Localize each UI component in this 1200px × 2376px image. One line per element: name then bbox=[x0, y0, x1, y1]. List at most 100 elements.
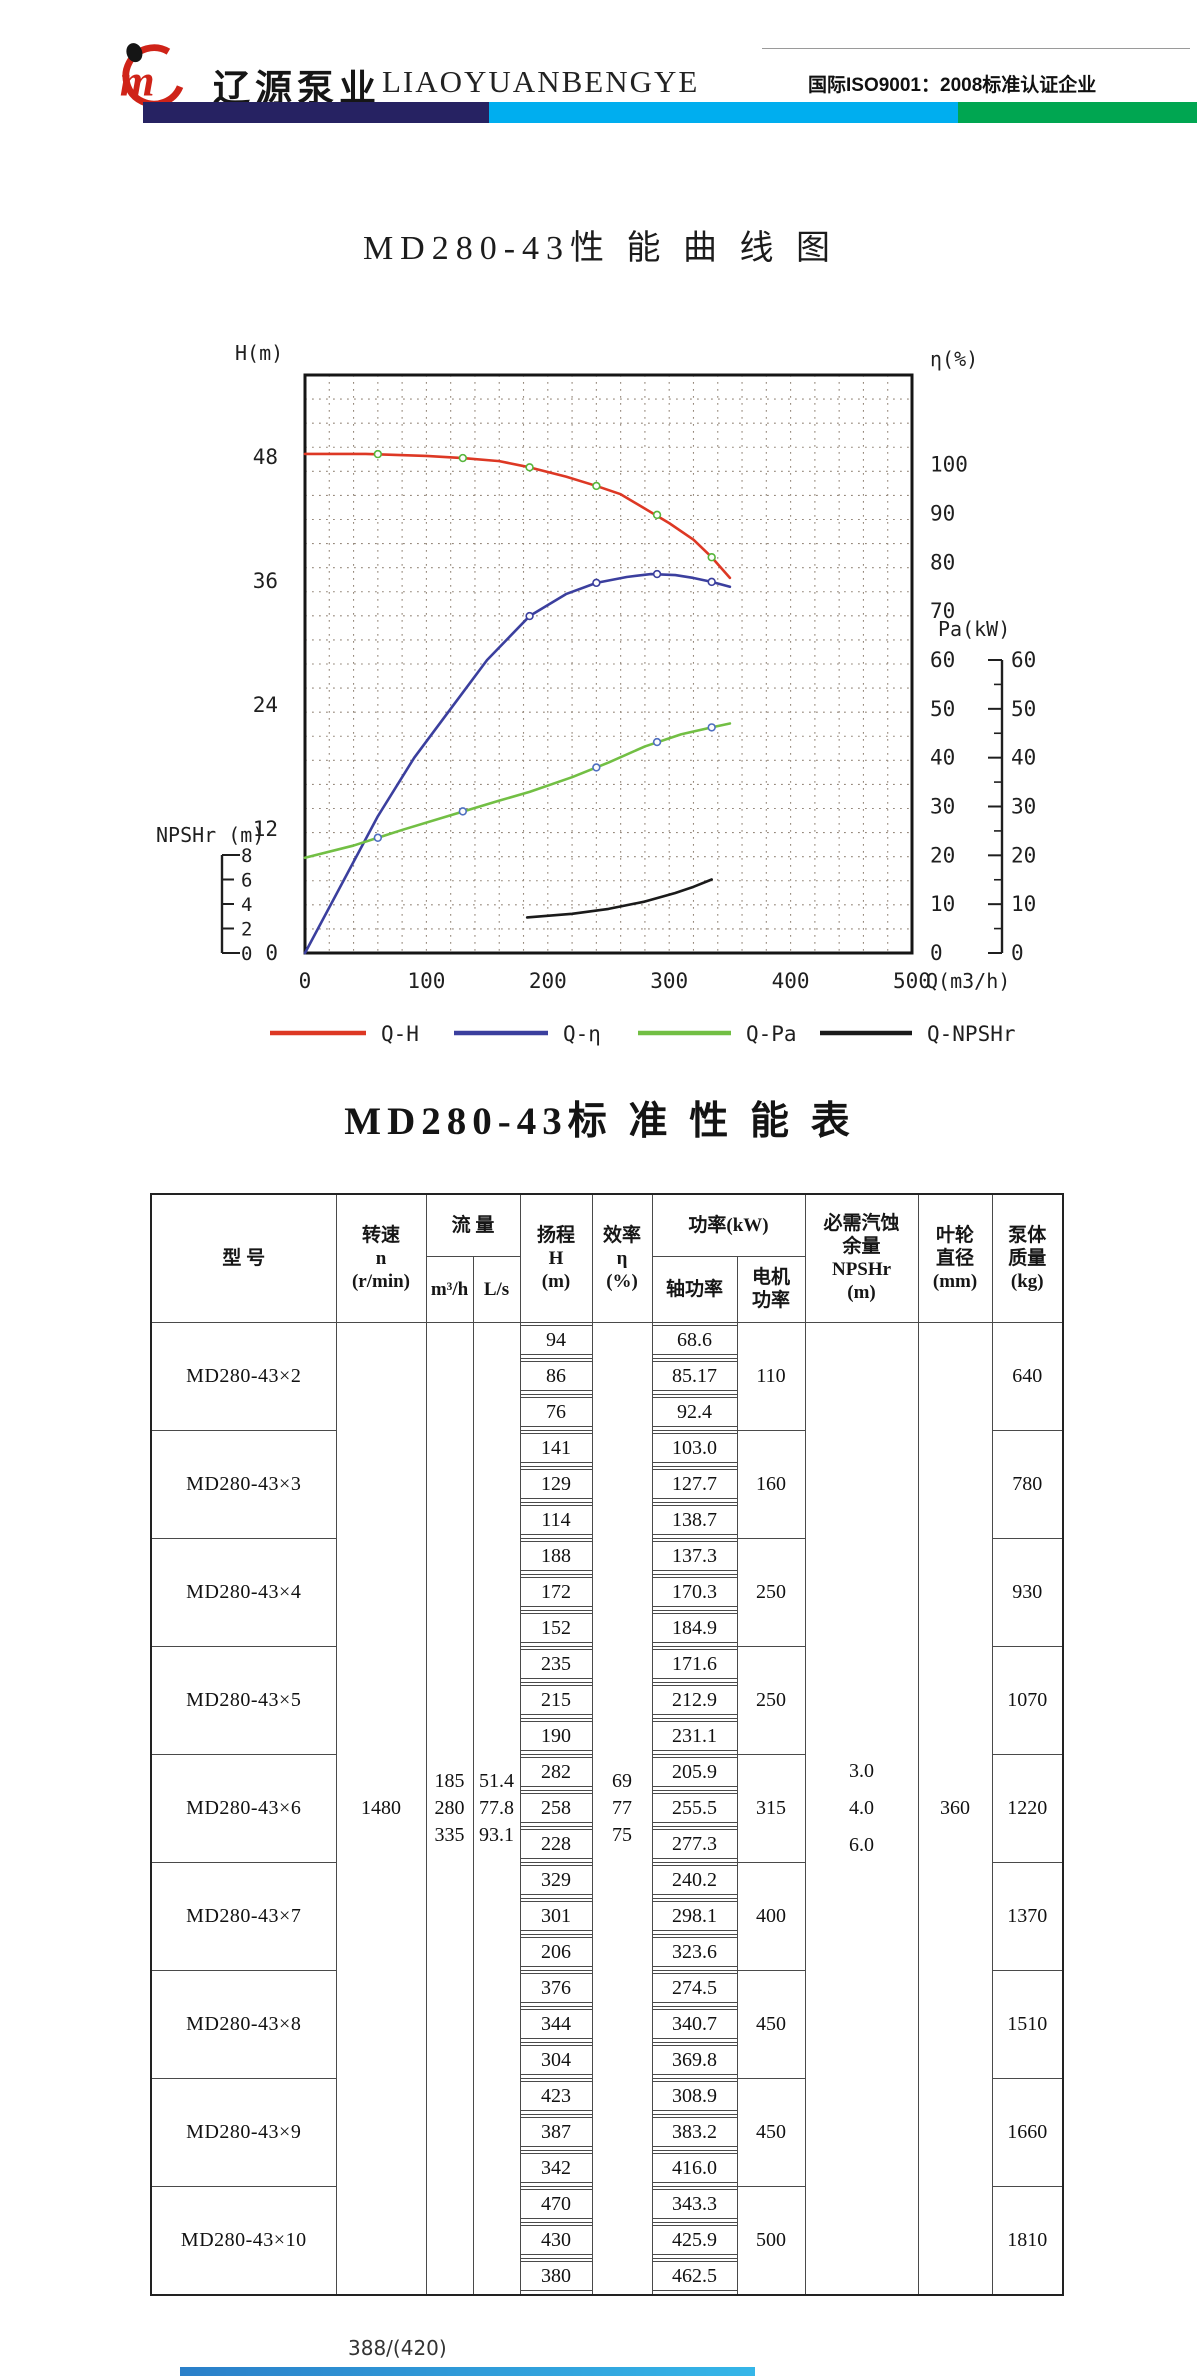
cell-model: MD280-43×10 bbox=[150, 2185, 337, 2295]
cell-shaft-power: 171.6 bbox=[651, 1645, 738, 1683]
col-header-model: 型 号 bbox=[150, 1193, 337, 1323]
table-row: MD280-43×9 423 308.9 450 1660 bbox=[150, 2077, 1064, 2187]
series-marker bbox=[373, 449, 383, 459]
cell-shaft-power: 343.3 bbox=[651, 2185, 738, 2223]
cell-head: 423 bbox=[519, 2077, 593, 2115]
series-marker bbox=[652, 569, 662, 579]
eta-tick: 100 bbox=[930, 453, 968, 477]
cell-head: 190 bbox=[519, 1717, 593, 1755]
cell-model: MD280-43×8 bbox=[150, 1969, 337, 2079]
cell-head: 235 bbox=[519, 1645, 593, 1683]
cell-head: 301 bbox=[519, 1897, 593, 1935]
series-Q-H bbox=[303, 452, 732, 580]
cell-head: 342 bbox=[519, 2149, 593, 2187]
cell-motor-power: 450 bbox=[736, 2077, 806, 2187]
cell-shaft-power: 103.0 bbox=[651, 1429, 738, 1467]
table-row: 228 277.3 bbox=[151, 1825, 1063, 1863]
cell-head: 94 bbox=[519, 1321, 593, 1359]
cell-head: 86 bbox=[519, 1357, 593, 1395]
cell-head: 344 bbox=[519, 2005, 593, 2043]
pa-tick-label: 60 bbox=[1011, 648, 1036, 672]
table-row: 258 255.5 bbox=[151, 1789, 1063, 1827]
cell-shaft-power: 274.5 bbox=[651, 1969, 738, 2007]
cell-shaft-power: 138.7 bbox=[651, 1501, 738, 1539]
pa-tick-label: 30 bbox=[1011, 795, 1036, 819]
eta-tick: 50 bbox=[930, 697, 955, 721]
cell-head: 152 bbox=[519, 1609, 593, 1647]
x-tick: 0 bbox=[299, 969, 312, 993]
npshr-tick-label: 2 bbox=[241, 919, 252, 941]
cell-mass: 780 bbox=[991, 1429, 1064, 1539]
series-marker bbox=[707, 723, 716, 732]
table-row: 114 138.7 bbox=[151, 1501, 1063, 1539]
npshr-axis-title: NPSHr (m) bbox=[156, 823, 264, 847]
eta-tick: 40 bbox=[930, 746, 955, 770]
cell-shaft-power: 298.1 bbox=[651, 1897, 738, 1935]
table-row: 430 425.9 bbox=[151, 2221, 1063, 2259]
cell-shaft-power: 277.3 bbox=[651, 1825, 738, 1863]
series-marker bbox=[525, 611, 534, 621]
pa-tick-label: 10 bbox=[1011, 892, 1036, 916]
pa-tick-label: 40 bbox=[1011, 746, 1036, 770]
eta-tick: 20 bbox=[930, 843, 955, 867]
table-row: 76 92.4 bbox=[151, 1393, 1063, 1431]
h-tick: 24 bbox=[253, 693, 278, 717]
cell-head: 430 bbox=[519, 2221, 593, 2259]
col-header-head: 扬程 H (m) bbox=[519, 1193, 593, 1323]
x-tick: 500 bbox=[893, 969, 931, 993]
cell-head: 188 bbox=[519, 1537, 593, 1575]
series-Q-Pa bbox=[303, 722, 732, 860]
cell-mass: 1810 bbox=[991, 2185, 1064, 2295]
table-row: MD280-43×4 188 137.3 250 930 bbox=[150, 1537, 1064, 1647]
cell-head: 228 bbox=[519, 1825, 593, 1863]
series-marker bbox=[592, 578, 601, 588]
cell-shaft-power: 184.9 bbox=[651, 1609, 738, 1647]
cell-shaft-power: 323.6 bbox=[651, 1933, 738, 1971]
cell-shaft-power: 308.9 bbox=[651, 2077, 738, 2115]
cell-shaft-power: 205.9 bbox=[651, 1753, 738, 1791]
legend-label: Q-Pa bbox=[746, 1022, 797, 1046]
series-marker bbox=[458, 453, 468, 463]
cell-shaft-power: 170.3 bbox=[651, 1573, 738, 1611]
header-rule bbox=[762, 48, 1190, 49]
cell-shaft-power: 68.6 bbox=[651, 1321, 738, 1359]
cell-shaft-power: 369.8 bbox=[651, 2041, 738, 2079]
cell-shaft-power: 240.2 bbox=[651, 1861, 738, 1899]
eta-tick: 90 bbox=[930, 502, 955, 526]
pa-tick-label: 50 bbox=[1011, 697, 1036, 721]
cell-head: 114 bbox=[519, 1501, 593, 1539]
table-row: 344 340.7 bbox=[151, 2005, 1063, 2043]
h-axis-title: H(m) bbox=[235, 341, 283, 365]
svg-text:m: m bbox=[120, 55, 155, 105]
cell-head: 376 bbox=[519, 1969, 593, 2007]
series-marker bbox=[458, 807, 468, 816]
table-row: 152 184.9 bbox=[151, 1609, 1063, 1647]
pa-tick-label: 0 bbox=[1011, 941, 1024, 965]
cell-model: MD280-43×2 bbox=[150, 1321, 337, 1431]
series-Q-η bbox=[303, 572, 732, 955]
eta-tick: 80 bbox=[930, 550, 955, 574]
x-tick: 400 bbox=[772, 969, 810, 993]
plot-border bbox=[303, 373, 914, 955]
cell-shaft-power: 231.1 bbox=[651, 1717, 738, 1755]
eta-tick: 70 bbox=[930, 599, 955, 623]
bar-segment-cyan bbox=[489, 102, 958, 123]
table-row: MD280-43×10 470 343.3 500 1810 bbox=[150, 2185, 1064, 2295]
cell-flow-ls: 51.4 77.8 93.1 bbox=[472, 1321, 521, 2295]
cell-model: MD280-43×7 bbox=[150, 1861, 337, 1971]
certification-text: 国际ISO9001：2008标准认证企业 bbox=[808, 75, 1097, 96]
cell-model: MD280-43×3 bbox=[150, 1429, 337, 1539]
footer-bar bbox=[180, 2367, 755, 2376]
col-header-shaft-power: 轴功率 bbox=[651, 1255, 738, 1323]
cell-head: 304 bbox=[519, 2041, 593, 2079]
table-row: 172 170.3 bbox=[151, 1573, 1063, 1611]
series-marker bbox=[592, 763, 601, 772]
pa-axis-title: Pa(kW) bbox=[938, 617, 1010, 641]
table-row: MD280-43×7 329 240.2 400 1370 bbox=[150, 1861, 1064, 1971]
table-row: 301 298.1 bbox=[151, 1897, 1063, 1935]
x-tick: 300 bbox=[650, 969, 688, 993]
series-marker bbox=[707, 553, 716, 562]
eta-tick: 0 bbox=[930, 941, 943, 965]
col-header-flow-ls: L/s bbox=[472, 1255, 521, 1323]
